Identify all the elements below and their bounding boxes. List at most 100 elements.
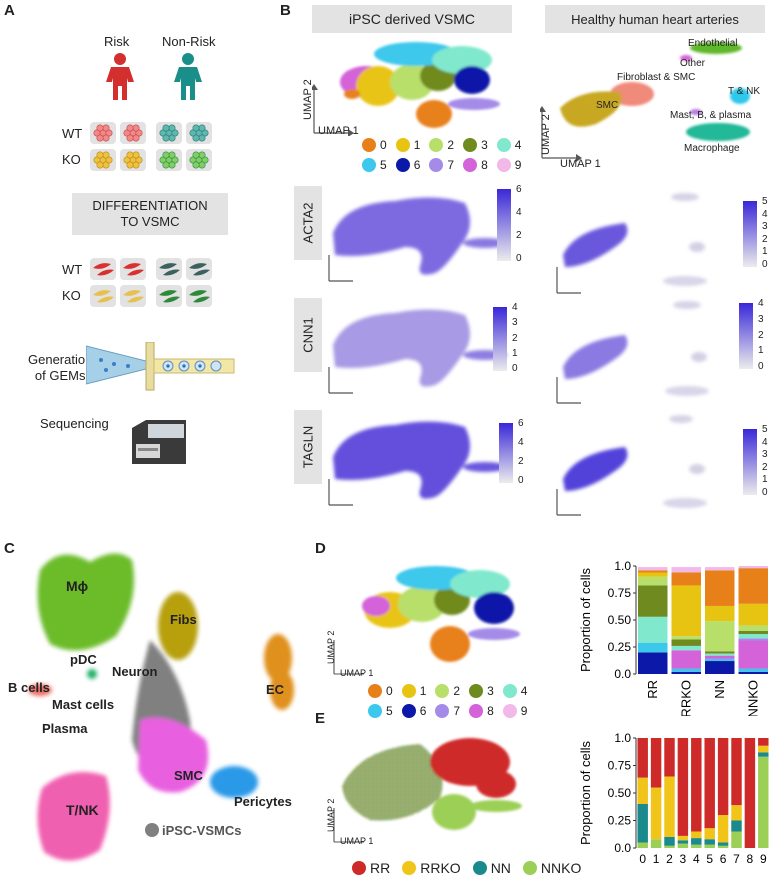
panel-label-b: B [280,2,291,19]
bar-segment-5-NNKO [704,844,715,848]
cluster-legend-b-row1: 0 1 2 3 4 [362,138,521,152]
ko-label-1: KO [62,152,81,167]
legend-d-cluster-8: 8 [469,704,494,718]
cnn1-healthy-plot [563,301,709,396]
bar-segment-4-RR [691,738,702,832]
ipsc-legend-dot [145,823,159,837]
legend-cluster-0: 0 [362,138,387,152]
bar-segment-RR-6 [638,652,668,674]
x-tick-label: NN [712,680,727,699]
bar-segment-NN-9 [705,567,735,571]
bar-segment-6-NNKO [717,845,729,848]
bar-segment-1-RRKO [650,787,662,840]
bar-segment-RRKO-4 [671,645,701,651]
integrated-atlas-umap [28,553,294,861]
sequencing-label: Sequencing [40,416,109,431]
bar-segment-NNKO-6 [738,671,768,674]
y-tick-label: 0.50 [608,786,632,800]
y-tick-label: 1.0 [614,559,631,573]
bar-segment-5-RRKO [704,828,715,840]
y-tick-label: 0.0 [614,841,631,855]
gems-label: Generation of GEMs [28,352,92,384]
gems-line2: of GEMs [34,368,86,383]
bar-segment-2-RRKO [664,776,675,837]
label-macrophage: Macrophage [684,143,740,154]
legend-d-cluster-6: 6 [401,704,426,718]
legend-rrko: RRKO [402,860,461,876]
cluster-fibs [158,592,198,660]
bar-segment-RRKO-1 [671,585,701,637]
legend-d-cluster-5: 5 [368,704,393,718]
bar-segment-4-NN [691,838,702,845]
bar-segment-RRKO-3 [671,639,701,646]
gene-tab-acta2: ACTA2 [294,186,322,260]
bar-segment-NNKO-1 [738,603,768,626]
bar-segment-2-NN [664,837,675,846]
legend-cluster-9: 9 [496,158,521,172]
gene-tab-cnn1: CNN1 [294,298,322,372]
ko-label-2: KO [62,288,81,303]
microfluidic-chip-icon [86,342,235,391]
bar-segment-3-NN [677,840,689,844]
legend-cluster-4: 4 [496,138,521,152]
bar-segment-NNKO-2 [738,625,768,631]
bar-segment-RRKO-9 [671,567,701,573]
bar-segment-0-NN [637,804,648,843]
bar-segment-6-RR [717,738,729,815]
bar-segment-RR-2 [638,576,668,586]
bar-segment-3-RRKO [677,835,689,841]
bar-segment-RRKO-6 [671,671,701,674]
bar-segment-NNKO-8 [738,640,768,669]
legend-d-cluster-3: 3 [469,684,494,698]
bar-segment-9-RRKO [758,745,769,753]
legend-cluster-3: 3 [463,138,488,152]
legend-d-cluster-0: 0 [368,684,393,698]
nonrisk-label: Non-Risk [162,34,216,49]
panel-label-e: E [315,710,326,727]
label-endothelial: Endothelial [688,38,738,49]
label-smc-c: SMC [174,768,203,783]
cluster-bcells [28,684,52,696]
umap1-label-b-left: UMAP 1 [318,125,359,137]
bar-segment-5-RR [704,738,715,829]
differentiation-box: DIFFERENTIATION TO VSMC [72,193,228,235]
bar-segment-NN-4 [705,653,735,656]
legend-rr: RR [352,860,390,876]
colorbar-acta2-left [497,189,511,261]
umap-healthy-celltypes [540,42,750,162]
bar-segment-RR-3 [638,585,668,617]
header-healthy-arteries: Healthy human heart arteries [545,5,765,33]
bar-segment-5-NN [704,839,715,845]
cluster-ec [264,634,292,682]
bar-segment-3-RR [677,738,689,836]
colorbar-cnn1-left [493,307,507,371]
bar-segment-NNKO-0 [738,568,768,604]
y-tick-label: 0.75 [608,759,632,773]
ipsc-colony-grid [90,122,212,171]
bar-segment-4-RRKO [691,831,702,839]
bar-segment-7-RR [731,738,742,806]
x-tick-label: RR [645,680,660,699]
legend-d-cluster-1: 1 [401,684,426,698]
label-ec: EC [266,682,285,697]
bar-segment-RRKO-2 [671,636,701,640]
bar-segment-6-NN [717,842,729,846]
cluster-legend-d-row2: 5 6 7 8 9 [368,704,527,718]
legend-d-cluster-4: 4 [502,684,527,698]
x-tick-label: 6 [720,852,727,866]
y-tick-label: 0.25 [608,640,632,654]
x-tick-label: 3 [680,852,687,866]
bar-segment-8-RR [744,738,756,848]
legend-d-cluster-2: 2 [435,684,460,698]
cluster-mphi [37,553,134,651]
gems-line1: Generation [28,352,93,367]
label-smc-b: SMC [596,100,619,111]
sequencer-icon [132,420,186,464]
legend-d-cluster-9: 9 [502,704,527,718]
y-tick-label: 1.0 [614,731,631,745]
colorbar-tagln-left [499,423,513,483]
umap-e-samples [333,738,522,843]
